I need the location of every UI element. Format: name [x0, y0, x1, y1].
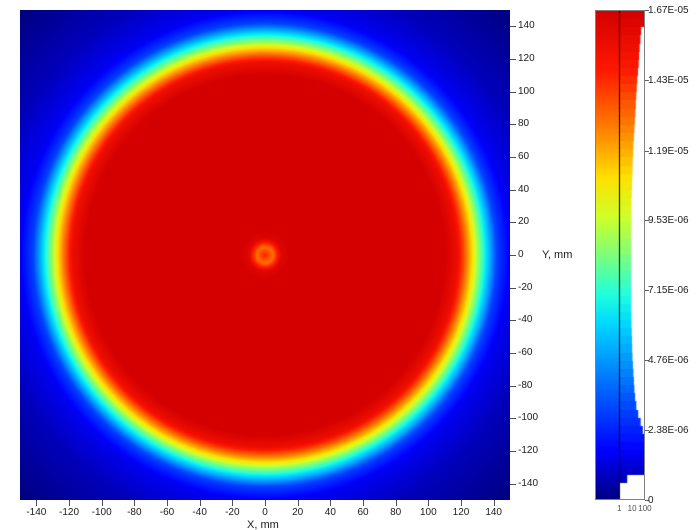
- y-tick-label: -20: [518, 283, 532, 293]
- y-tick-mark: [510, 288, 516, 289]
- x-tick-label: 120: [451, 508, 471, 518]
- colorbar-distribution-tick: 1: [617, 504, 621, 513]
- y-tick-mark: [510, 190, 516, 191]
- y-tick-label: -60: [518, 348, 532, 358]
- y-tick-mark: [510, 353, 516, 354]
- x-tick-label: 20: [288, 508, 308, 518]
- y-axis-label: Y, mm: [542, 249, 572, 261]
- x-tick-mark: [461, 500, 462, 506]
- x-tick-label: -140: [26, 508, 46, 518]
- colorbar-tick-label: 9.53E-06: [648, 215, 689, 226]
- y-tick-label: 120: [518, 54, 535, 64]
- contour-canvas: [20, 10, 510, 500]
- y-tick-label: 20: [518, 217, 529, 227]
- x-tick-mark: [69, 500, 70, 506]
- y-tick-label: -100: [518, 413, 538, 423]
- x-tick-label: 60: [353, 508, 373, 518]
- y-tick-label: -120: [518, 446, 538, 456]
- y-tick-mark: [510, 157, 516, 158]
- x-tick-label: 140: [484, 508, 504, 518]
- x-tick-mark: [428, 500, 429, 506]
- x-tick-label: -100: [92, 508, 112, 518]
- x-tick-mark: [330, 500, 331, 506]
- y-tick-mark: [510, 418, 516, 419]
- y-tick-mark: [510, 92, 516, 93]
- y-tick-mark: [510, 124, 516, 125]
- colorbar-distribution-tick: 10: [628, 504, 637, 513]
- x-tick-mark: [298, 500, 299, 506]
- x-axis-label: X, mm: [247, 519, 279, 530]
- x-tick-label: 80: [386, 508, 406, 518]
- y-tick-mark: [510, 451, 516, 452]
- colorbar-canvas: [596, 11, 644, 499]
- contour-plot: [20, 10, 510, 500]
- y-tick-mark: [510, 484, 516, 485]
- x-tick-label: 0: [255, 508, 275, 518]
- colorbar-tick-label: 1.19E-05: [648, 146, 689, 157]
- x-tick-label: 40: [320, 508, 340, 518]
- y-tick-label: -140: [518, 479, 538, 489]
- x-tick-label: -120: [59, 508, 79, 518]
- colorbar-distribution-tick: 100: [638, 504, 651, 513]
- y-tick-label: -80: [518, 381, 532, 391]
- x-tick-mark: [232, 500, 233, 506]
- y-tick-mark: [510, 26, 516, 27]
- x-tick-mark: [134, 500, 135, 506]
- x-tick-mark: [167, 500, 168, 506]
- y-tick-label: 40: [518, 185, 529, 195]
- y-tick-mark: [510, 222, 516, 223]
- x-tick-label: 100: [418, 508, 438, 518]
- y-tick-label: 60: [518, 152, 529, 162]
- colorbar: [595, 10, 645, 500]
- y-tick-label: 140: [518, 21, 535, 31]
- y-tick-label: 0: [518, 250, 524, 260]
- x-tick-mark: [265, 500, 266, 506]
- colorbar-tick-label: 7.15E-06: [648, 285, 689, 296]
- y-tick-mark: [510, 59, 516, 60]
- x-tick-mark: [36, 500, 37, 506]
- x-tick-label: -40: [190, 508, 210, 518]
- x-tick-mark: [396, 500, 397, 506]
- y-tick-label: 80: [518, 119, 529, 129]
- y-tick-mark: [510, 386, 516, 387]
- y-tick-label: -40: [518, 315, 532, 325]
- colorbar-tick-label: 2.38E-06: [648, 425, 689, 436]
- colorbar-tick-label: 4.76E-06: [648, 355, 689, 366]
- x-tick-mark: [102, 500, 103, 506]
- colorbar-tick-label: 1.43E-05: [648, 75, 689, 86]
- x-tick-label: -20: [222, 508, 242, 518]
- x-tick-label: -60: [157, 508, 177, 518]
- y-tick-label: 100: [518, 87, 535, 97]
- y-tick-mark: [510, 320, 516, 321]
- colorbar-tick-label: 1.67E-05: [648, 5, 689, 16]
- y-tick-mark: [510, 255, 516, 256]
- x-tick-mark: [363, 500, 364, 506]
- x-tick-label: -80: [124, 508, 144, 518]
- x-tick-mark: [494, 500, 495, 506]
- x-tick-mark: [200, 500, 201, 506]
